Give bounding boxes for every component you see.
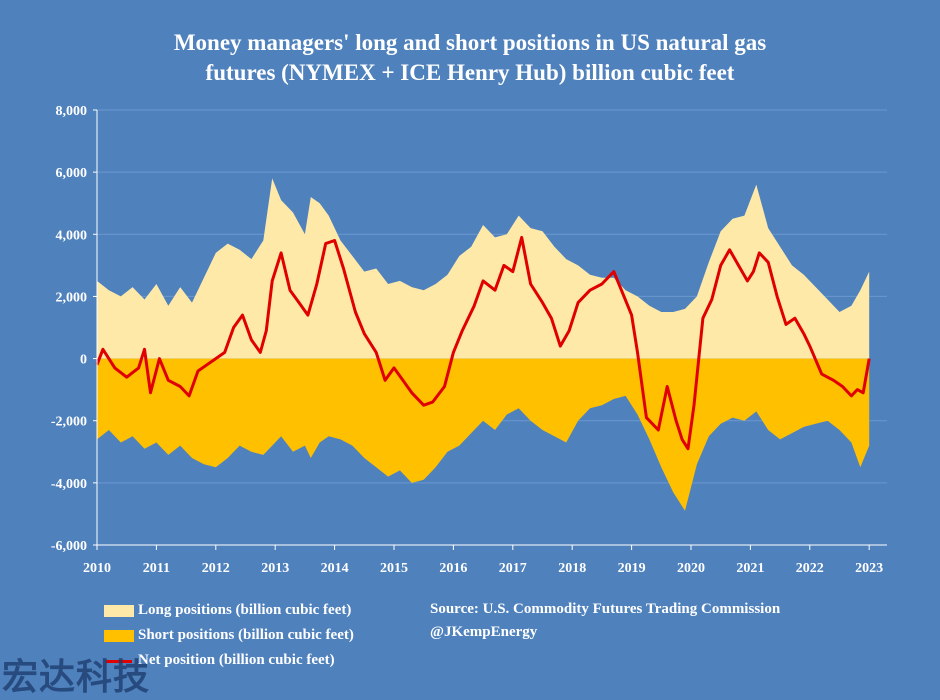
legend-swatch-short (104, 629, 134, 642)
legend-item-net: Net position (billion cubic feet) (104, 648, 354, 673)
y-tick-label: -4,000 (51, 477, 87, 492)
x-tick-label: 2016 (439, 561, 467, 576)
area-series (97, 178, 870, 511)
axes: -6,000 -4,000 -2,000 0 2,000 4,000 6,000 8,000 2… (51, 104, 887, 576)
area-series-long (97, 178, 870, 359)
x-tick-label: 2011 (143, 561, 170, 576)
chart-title-line-1: Money managers' long and short positions… (173, 30, 767, 55)
x-tick-label: 2023 (855, 561, 883, 576)
y-tick-label: 0 (80, 353, 87, 368)
x-tick-label: 2010 (83, 561, 111, 576)
legend-label-long: Long positions (billion cubic feet) (138, 602, 352, 618)
area-series-short (97, 358, 870, 511)
source-line-1: Source: U.S. Commodity Futures Trading C… (430, 601, 781, 617)
legend-swatch-long (104, 604, 134, 617)
legend-label-short: Short positions (billion cubic feet) (138, 627, 354, 643)
x-tick-label: 2022 (796, 561, 824, 576)
x-tick-label: 2021 (736, 561, 764, 576)
y-tick-label: -2,000 (51, 415, 87, 430)
y-tick-label: -6,000 (51, 539, 87, 554)
y-tick-label: 8,000 (56, 104, 88, 119)
x-tick-label: 2018 (558, 561, 586, 576)
x-tick-label: 2020 (677, 561, 705, 576)
x-tick-label: 2017 (499, 561, 527, 576)
x-tick-label: 2015 (380, 561, 408, 576)
x-tick-label: 2014 (321, 561, 349, 576)
watermark-logo: 宏达科技 (2, 657, 151, 698)
chart-title-line-2: futures (NYMEX + ICE Henry Hub) billion … (205, 60, 735, 85)
source-note: Source: U.S. Commodity Futures Trading C… (430, 598, 780, 644)
legend-label-net: Net position (billion cubic feet) (138, 652, 335, 668)
line-series (95, 235, 871, 451)
x-tick-label: 2013 (261, 561, 289, 576)
legend-item-short: Short positions (billion cubic feet) (104, 623, 354, 648)
legend-item-long: Long positions (billion cubic feet) (104, 598, 354, 623)
y-tick-label: 4,000 (56, 228, 88, 243)
x-tick-label: 2012 (202, 561, 230, 576)
legend: Long positions (billion cubic feet) Shor… (104, 598, 354, 673)
legend-swatch-net (104, 655, 134, 667)
y-tick-label: 2,000 (56, 290, 88, 305)
y-tick-label: 6,000 (56, 166, 88, 181)
source-handle: @JKempEnergy (430, 624, 538, 640)
chart-title: Money managers' long and short positions… (0, 28, 940, 88)
x-tick-label: 2019 (618, 561, 646, 576)
line-series-net (95, 235, 871, 451)
